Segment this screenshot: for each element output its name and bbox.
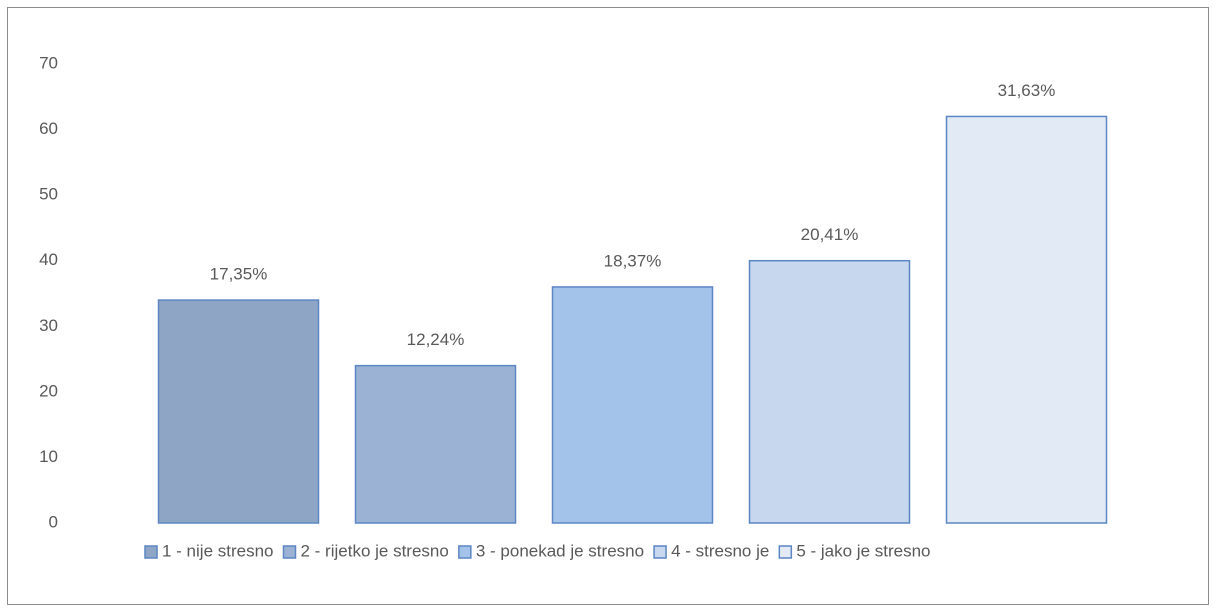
legend-swatch <box>653 545 667 559</box>
data-label: 12,24% <box>407 330 465 349</box>
y-tick-label: 0 <box>49 512 58 531</box>
bar <box>551 286 714 524</box>
bar <box>157 299 320 524</box>
y-tick-label: 50 <box>39 185 58 204</box>
legend-label: 3 - ponekad je stresno <box>476 541 644 560</box>
legend-swatch <box>282 545 297 559</box>
y-tick-label: 60 <box>39 119 58 138</box>
y-tick-label: 10 <box>39 447 58 466</box>
legend-swatch <box>458 545 472 559</box>
bar <box>748 259 911 524</box>
legend-swatch <box>144 545 158 559</box>
y-tick-label: 40 <box>39 250 58 269</box>
data-label: 18,37% <box>604 251 662 270</box>
data-label: 17,35% <box>210 265 268 284</box>
legend-label: 1 - nije stresno <box>162 541 274 560</box>
legend-label: 4 - stresno je <box>671 541 769 560</box>
y-tick-label: 30 <box>39 316 58 335</box>
legend-label: 5 - jako je stresno <box>796 541 930 560</box>
legend-swatch <box>778 545 793 559</box>
data-label: 20,41% <box>801 225 859 244</box>
bar <box>945 115 1108 524</box>
y-tick-label: 70 <box>39 53 58 72</box>
bar <box>354 364 517 524</box>
data-label: 31,63% <box>998 81 1056 100</box>
y-tick-label: 20 <box>39 381 58 400</box>
legend-label: 2 - rijetko je stresno <box>301 541 449 560</box>
